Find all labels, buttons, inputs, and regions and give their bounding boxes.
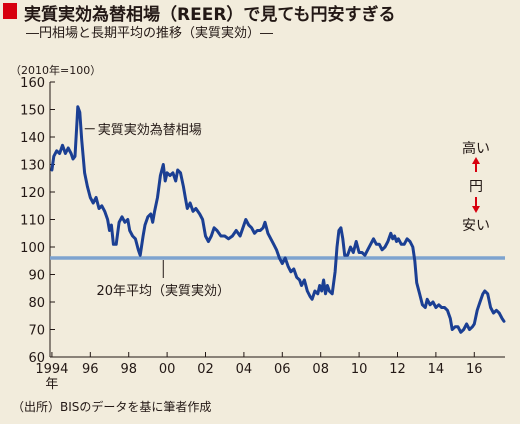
- legend-high: 高い: [462, 140, 490, 157]
- title-marker: [3, 3, 17, 19]
- y-ticks: 60 70 80 90 100 110 120 130 140 150 160: [20, 76, 55, 366]
- x-tick-label: 06: [274, 362, 291, 377]
- y-tick-label: 140: [20, 131, 45, 146]
- y-tick-label: 120: [20, 186, 45, 201]
- y-tick-label: 100: [20, 241, 45, 256]
- x-tick-label: 04: [236, 362, 253, 377]
- x-tick-label: 96: [82, 362, 99, 377]
- x-tick-label: 00: [159, 362, 176, 377]
- chart-subtitle: ―円相場と長期平均の推移（実質実効）―: [26, 26, 274, 41]
- series-label: 実質実効為替相場: [98, 122, 202, 138]
- y-tick-label: 70: [28, 324, 45, 339]
- reer-series-line: [50, 105, 506, 334]
- x-year-suffix: 年: [45, 377, 58, 392]
- x-tick-label: 12: [389, 362, 406, 377]
- y-tick-label: 130: [20, 159, 45, 174]
- y-tick-label: 90: [28, 269, 45, 284]
- y-tick-label: 150: [20, 104, 45, 119]
- down-arrow-icon: [472, 206, 480, 213]
- x-tick-label: 08: [312, 362, 329, 377]
- up-arrow-icon: [472, 157, 480, 164]
- average-label: 20年平均（実質実効）: [96, 283, 230, 299]
- chart-title: 実質実効為替相場（REER）で見ても円安すぎる: [24, 5, 396, 25]
- x-tick-label: 14: [428, 362, 445, 377]
- y-tick-label: 80: [28, 296, 45, 311]
- unit-label: （2010年=100）: [10, 64, 102, 77]
- source-note: （出所）BISのデータを基に筆者作成: [12, 400, 212, 414]
- x-tick-label: 16: [466, 362, 483, 377]
- x-tick-label: 02: [197, 362, 214, 377]
- series-layer: [50, 105, 506, 334]
- y-tick-label: 110: [20, 214, 45, 229]
- legend-low: 安い: [462, 218, 490, 234]
- x-ticks: 1994 96 98 00 02 04 06 08 10 12 14 16 年: [35, 352, 483, 392]
- y-tick-label: 60: [28, 351, 45, 366]
- y-tick-label: 160: [20, 76, 45, 91]
- x-tick-label: 1994: [35, 362, 68, 377]
- legend-yen: 円: [469, 179, 483, 195]
- x-tick-label: 98: [120, 362, 137, 377]
- x-tick-label: 10: [351, 362, 368, 377]
